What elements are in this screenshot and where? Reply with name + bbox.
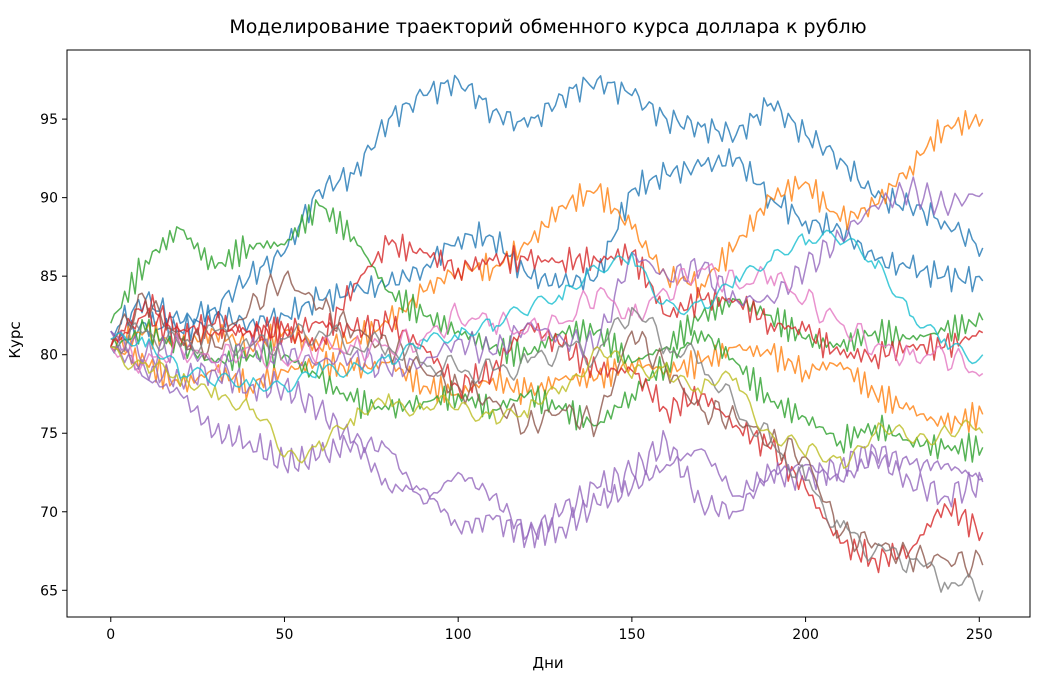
x-tick-label: 50 [276, 627, 294, 643]
x-axis-label: Дни [532, 654, 563, 672]
x-tick-label: 200 [792, 627, 819, 643]
series-line-3 [110, 109, 984, 360]
series-lines [110, 74, 984, 602]
y-axis-ticks: 65 70 75 80 85 90 95 [40, 112, 67, 599]
y-axis-label: Курс [6, 321, 24, 358]
plot-frame [66, 49, 1031, 618]
y-tick-label: 80 [40, 348, 58, 364]
series-line-11 [110, 176, 984, 378]
series-line-15 [110, 346, 984, 469]
series-line-10 [110, 345, 984, 541]
y-tick-label: 85 [40, 269, 58, 285]
series-line-14 [110, 306, 984, 602]
x-tick-label: 100 [445, 627, 472, 643]
y-tick-label: 70 [40, 505, 58, 521]
x-axis-ticks: 0 50 100 150 200 250 [106, 617, 993, 643]
x-tick-label: 150 [619, 627, 646, 643]
y-tick-label: 90 [40, 191, 58, 207]
chart-title: Моделирование траекторий обменного курса… [229, 16, 866, 38]
x-tick-label: 250 [966, 627, 993, 643]
series-line-12 [110, 270, 984, 578]
series-line-5 [110, 199, 984, 367]
x-tick-label: 0 [106, 627, 115, 643]
y-tick-label: 95 [40, 112, 58, 128]
y-tick-label: 65 [40, 583, 58, 599]
series-line-9 [110, 330, 983, 549]
series-line-1 [110, 74, 984, 337]
series-line-16 [110, 229, 984, 393]
y-tick-label: 75 [40, 426, 58, 442]
